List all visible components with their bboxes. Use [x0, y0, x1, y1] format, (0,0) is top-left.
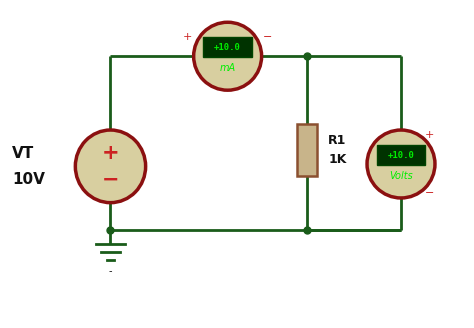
Text: +10.0: +10.0: [214, 43, 241, 52]
Text: VT: VT: [12, 146, 34, 161]
Text: +: +: [102, 143, 119, 163]
Text: 1K: 1K: [328, 153, 347, 166]
Text: 10V: 10V: [12, 172, 45, 187]
Text: +10.0: +10.0: [388, 151, 414, 160]
Text: R1: R1: [328, 134, 347, 147]
Text: −: −: [424, 188, 434, 198]
FancyBboxPatch shape: [298, 124, 317, 176]
FancyBboxPatch shape: [203, 37, 252, 57]
Ellipse shape: [75, 130, 146, 203]
Text: −: −: [102, 170, 119, 190]
Text: Volts: Volts: [389, 171, 413, 181]
Ellipse shape: [194, 22, 262, 90]
Ellipse shape: [367, 130, 435, 198]
Text: -: -: [109, 266, 112, 276]
Text: −: −: [263, 31, 272, 42]
Text: +: +: [424, 130, 434, 140]
Text: mA: mA: [219, 63, 236, 73]
FancyBboxPatch shape: [377, 145, 425, 165]
Text: +: +: [183, 31, 192, 42]
